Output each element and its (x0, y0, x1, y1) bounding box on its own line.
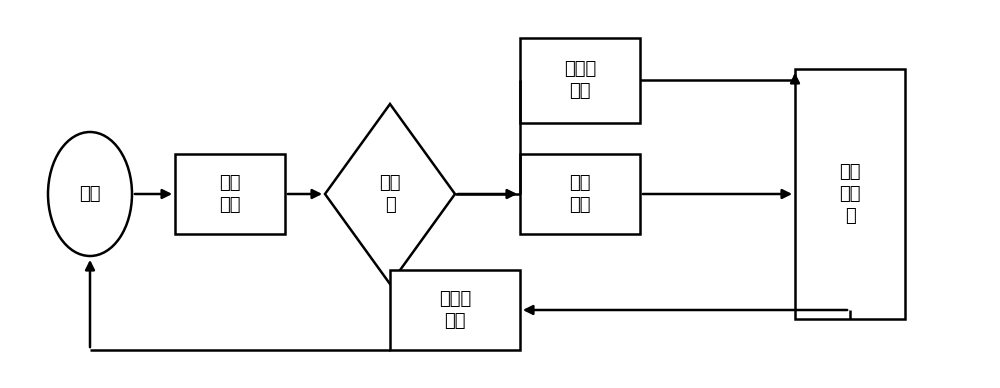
Ellipse shape (48, 132, 132, 256)
Text: 电机: 电机 (79, 185, 101, 203)
Bar (795, 69, 905, 319)
Bar (520, 154, 640, 234)
Text: 传动
机构: 传动 机构 (219, 174, 241, 214)
Bar (175, 154, 285, 234)
Polygon shape (325, 104, 455, 284)
Text: 电机控
制器: 电机控 制器 (439, 290, 471, 330)
Bar (520, 38, 640, 123)
Text: 角度传
感器: 角度传 感器 (564, 60, 596, 100)
Bar (390, 270, 520, 350)
Text: 测控
计算
机: 测控 计算 机 (839, 163, 861, 225)
Text: 旋转
盘: 旋转 盘 (379, 174, 401, 214)
Text: 测温
感头: 测温 感头 (569, 174, 591, 214)
